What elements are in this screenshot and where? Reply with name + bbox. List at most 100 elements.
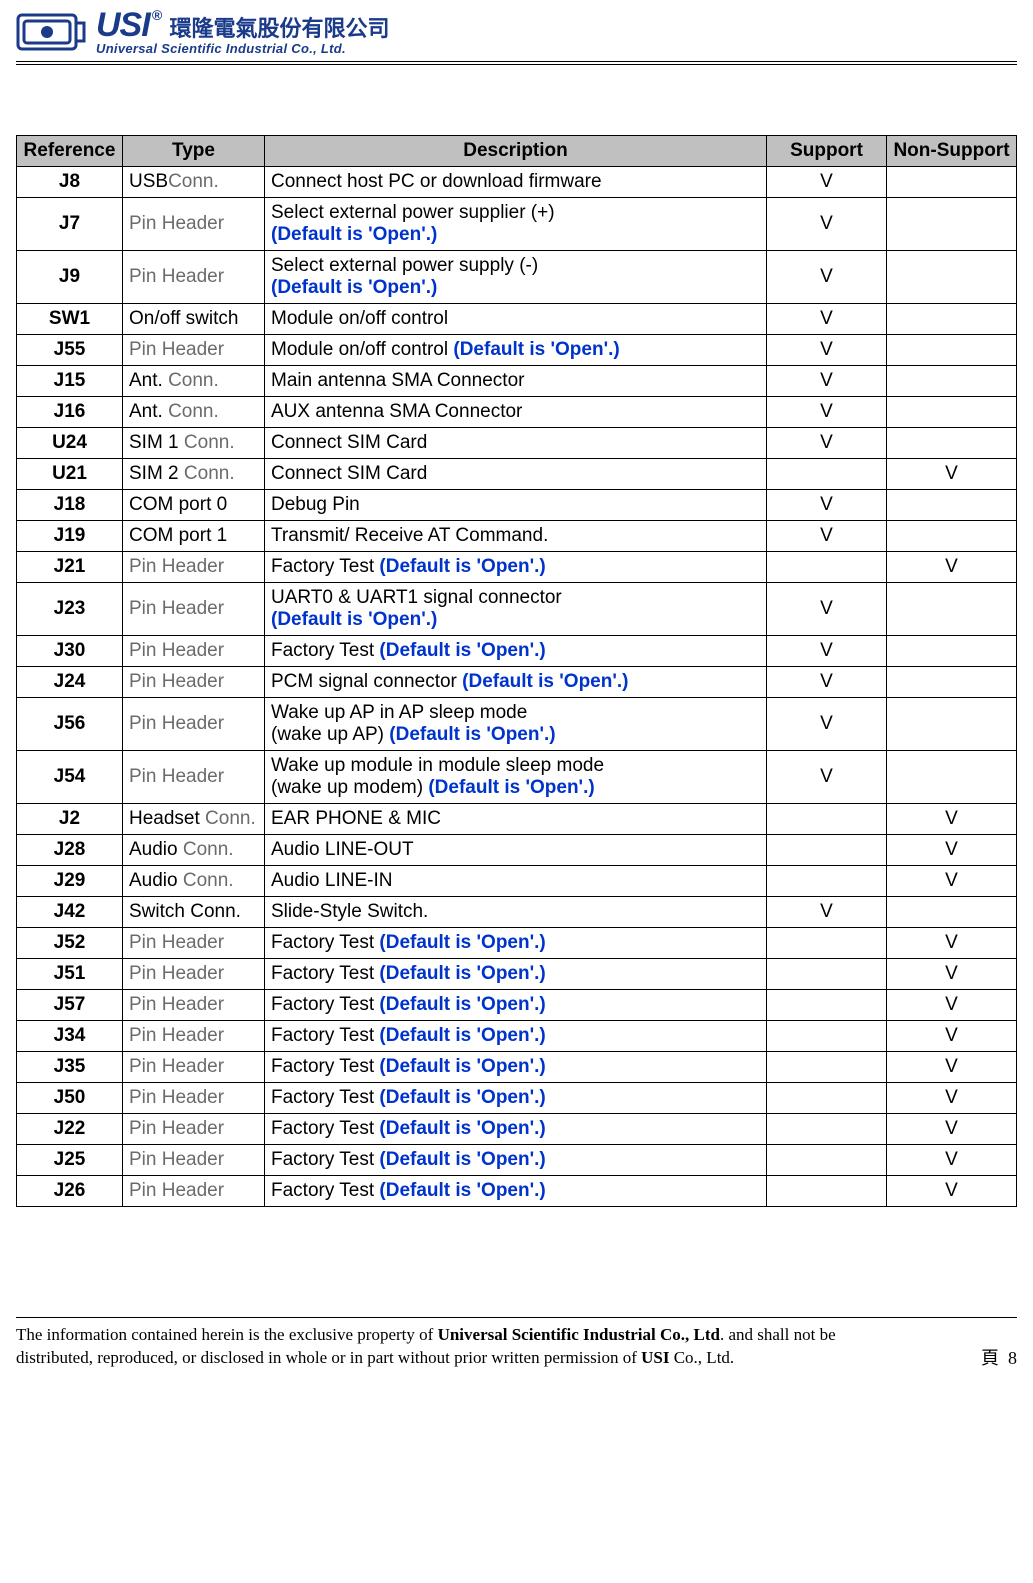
support-cell: [767, 1083, 887, 1114]
ref-cell: J18: [17, 490, 123, 521]
type-cell: Audio Conn.: [123, 866, 265, 897]
non-support-cell: V: [887, 804, 1017, 835]
desc-cell: Debug Pin: [265, 490, 767, 521]
non-support-cell: V: [887, 1021, 1017, 1052]
non-support-cell: [887, 667, 1017, 698]
table-row: J22Pin HeaderFactory Test (Default is 'O…: [17, 1114, 1017, 1145]
table-row: SW1On/off switchModule on/off controlV: [17, 304, 1017, 335]
non-support-cell: V: [887, 1052, 1017, 1083]
desc-cell: Factory Test (Default is 'Open'.): [265, 1052, 767, 1083]
desc-cell: Wake up module in module sleep mode(wake…: [265, 751, 767, 804]
desc-cell: Slide-Style Switch.: [265, 897, 767, 928]
support-cell: V: [767, 335, 887, 366]
desc-cell: Audio LINE-OUT: [265, 835, 767, 866]
col-type: Type: [123, 136, 265, 167]
ref-cell: J15: [17, 366, 123, 397]
logo-brand-abbr: USI: [96, 8, 150, 42]
type-cell: Pin Header: [123, 1176, 265, 1207]
non-support-cell: V: [887, 1083, 1017, 1114]
support-cell: [767, 1021, 887, 1052]
non-support-cell: [887, 751, 1017, 804]
non-support-cell: [887, 698, 1017, 751]
support-cell: V: [767, 198, 887, 251]
table-row: J50Pin HeaderFactory Test (Default is 'O…: [17, 1083, 1017, 1114]
table-row: J52Pin HeaderFactory Test (Default is 'O…: [17, 928, 1017, 959]
desc-cell: Connect SIM Card: [265, 428, 767, 459]
support-cell: V: [767, 751, 887, 804]
support-cell: [767, 459, 887, 490]
ref-cell: J2: [17, 804, 123, 835]
non-support-cell: [887, 167, 1017, 198]
desc-cell: Factory Test (Default is 'Open'.): [265, 928, 767, 959]
support-cell: V: [767, 366, 887, 397]
type-cell: Pin Header: [123, 698, 265, 751]
non-support-cell: [887, 521, 1017, 552]
col-reference: Reference: [17, 136, 123, 167]
footer-part-e: Co., Ltd.: [669, 1348, 734, 1367]
non-support-cell: V: [887, 1145, 1017, 1176]
desc-cell: Module on/off control: [265, 304, 767, 335]
support-cell: V: [767, 397, 887, 428]
non-support-cell: [887, 304, 1017, 335]
type-cell: Pin Header: [123, 552, 265, 583]
support-cell: V: [767, 698, 887, 751]
support-cell: [767, 959, 887, 990]
type-cell: Pin Header: [123, 1145, 265, 1176]
footer-company-2: USI: [641, 1348, 669, 1367]
non-support-cell: [887, 636, 1017, 667]
desc-cell: Transmit/ Receive AT Command.: [265, 521, 767, 552]
desc-cell: Factory Test (Default is 'Open'.): [265, 636, 767, 667]
ref-cell: J34: [17, 1021, 123, 1052]
footer-disclaimer: The information contained herein is the …: [16, 1324, 896, 1370]
non-support-cell: [887, 251, 1017, 304]
type-cell: Pin Header: [123, 667, 265, 698]
support-cell: V: [767, 636, 887, 667]
desc-cell: Factory Test (Default is 'Open'.): [265, 1083, 767, 1114]
desc-cell: AUX antenna SMA Connector: [265, 397, 767, 428]
table-row: J55Pin HeaderModule on/off control (Defa…: [17, 335, 1017, 366]
table-row: J42Switch Conn.Slide-Style Switch.V: [17, 897, 1017, 928]
support-cell: V: [767, 490, 887, 521]
type-cell: Pin Header: [123, 335, 265, 366]
type-cell: Ant. Conn.: [123, 366, 265, 397]
support-cell: V: [767, 521, 887, 552]
desc-cell: Factory Test (Default is 'Open'.): [265, 1145, 767, 1176]
type-cell: Pin Header: [123, 990, 265, 1021]
support-cell: [767, 1176, 887, 1207]
table-row: J54Pin HeaderWake up module in module sl…: [17, 751, 1017, 804]
desc-cell: Factory Test (Default is 'Open'.): [265, 1114, 767, 1145]
non-support-cell: V: [887, 928, 1017, 959]
non-support-cell: V: [887, 1114, 1017, 1145]
col-non-support: Non-Support: [887, 136, 1017, 167]
support-cell: [767, 804, 887, 835]
support-cell: V: [767, 304, 887, 335]
non-support-cell: [887, 198, 1017, 251]
non-support-cell: V: [887, 866, 1017, 897]
ref-cell: J54: [17, 751, 123, 804]
support-cell: [767, 1114, 887, 1145]
table-row: J51Pin HeaderFactory Test (Default is 'O…: [17, 959, 1017, 990]
non-support-cell: [887, 428, 1017, 459]
ref-cell: J26: [17, 1176, 123, 1207]
desc-cell: UART0 & UART1 signal connector(Default i…: [265, 583, 767, 636]
ref-cell: J52: [17, 928, 123, 959]
ref-cell: U21: [17, 459, 123, 490]
table-row: J26Pin HeaderFactory Test (Default is 'O…: [17, 1176, 1017, 1207]
col-description: Description: [265, 136, 767, 167]
non-support-cell: [887, 397, 1017, 428]
type-cell: SIM 1 Conn.: [123, 428, 265, 459]
table-row: J28Audio Conn.Audio LINE-OUTV: [17, 835, 1017, 866]
type-cell: COM port 0: [123, 490, 265, 521]
logo-brand-cn: 環隆電氣股份有限公司: [169, 16, 389, 41]
type-cell: SIM 2 Conn.: [123, 459, 265, 490]
support-cell: [767, 1145, 887, 1176]
ref-cell: J25: [17, 1145, 123, 1176]
desc-cell: Main antenna SMA Connector: [265, 366, 767, 397]
type-cell: Pin Header: [123, 959, 265, 990]
table-row: J21Pin HeaderFactory Test (Default is 'O…: [17, 552, 1017, 583]
ref-cell: J24: [17, 667, 123, 698]
support-cell: V: [767, 667, 887, 698]
ref-cell: J21: [17, 552, 123, 583]
ref-cell: J42: [17, 897, 123, 928]
support-cell: [767, 990, 887, 1021]
